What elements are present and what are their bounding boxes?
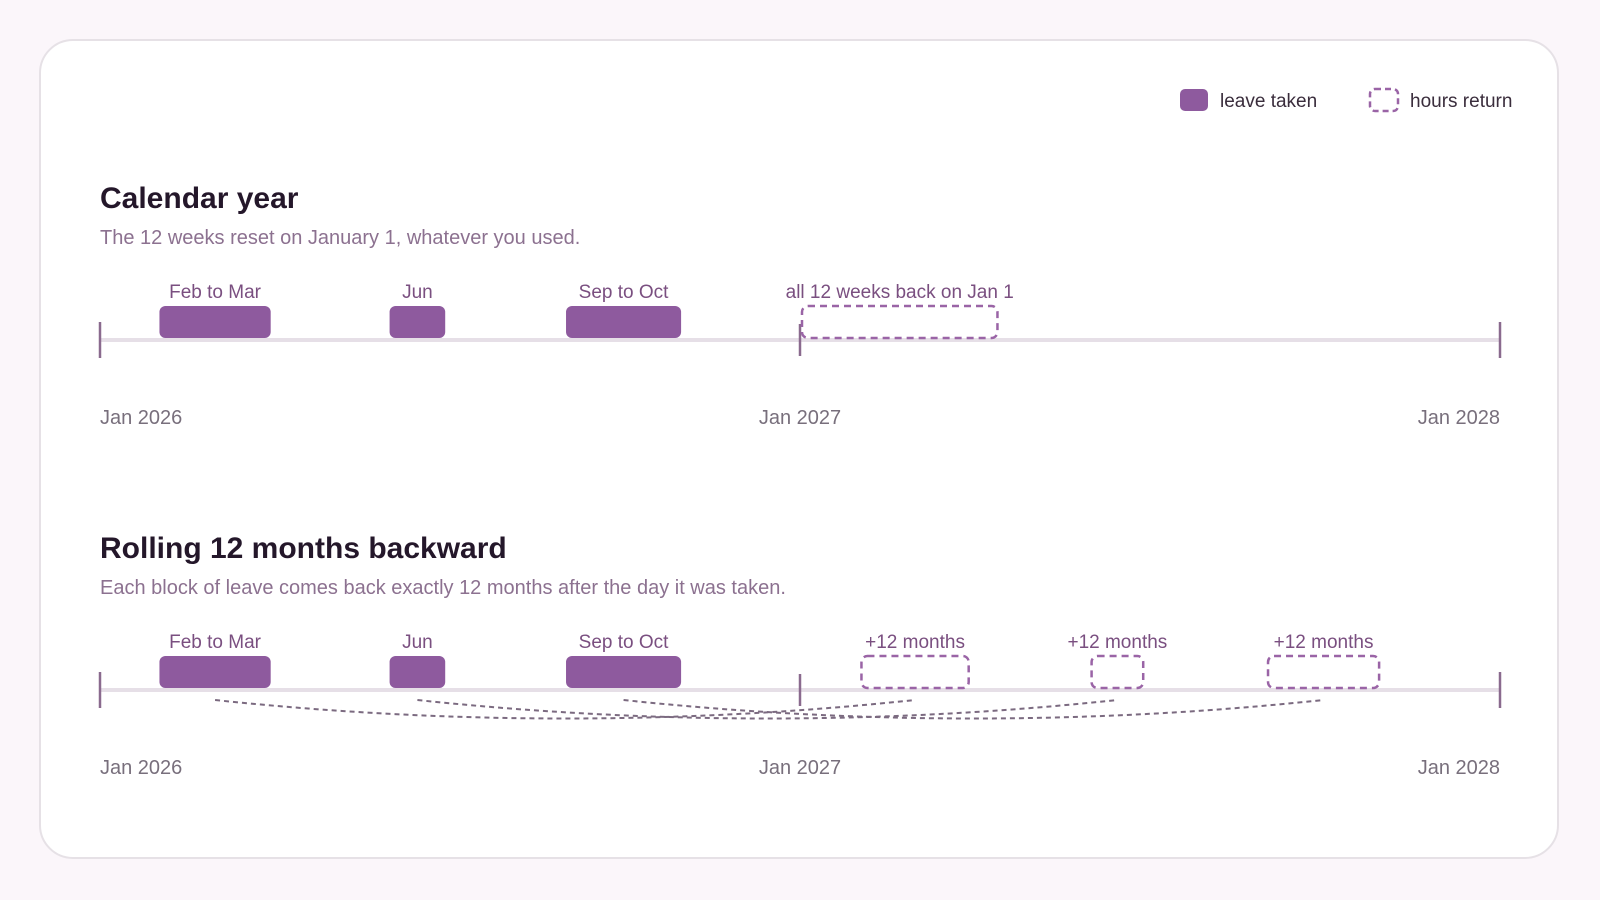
hours-return-block: [1266, 654, 1381, 690]
axis-label: Jan 2027: [759, 407, 841, 429]
panel-rolling-12-months: Rolling 12 months backward Each block of…: [98, 532, 1502, 779]
legend-taken-label: leave taken: [1220, 91, 1317, 112]
hours-return-label: +12 months: [1067, 632, 1167, 653]
leave-taken-block: [566, 656, 682, 688]
axis-label: Jan 2027: [759, 757, 841, 779]
legend: leave taken hours return: [1180, 87, 1512, 113]
leave-taken-block: [389, 656, 446, 688]
hours-return-block: [800, 304, 999, 340]
axis-label: Jan 2028: [1418, 407, 1500, 429]
leave-taken-label: Jun: [402, 282, 433, 303]
leave-taken-block: [566, 306, 682, 338]
leave-taken-block: [159, 656, 271, 688]
leave-taken-label: Jun: [402, 632, 433, 653]
hours-return-block: [1090, 654, 1145, 690]
panel-subtitle: The 12 weeks reset on January 1, whateve…: [100, 227, 580, 249]
panel-title: Rolling 12 months backward: [100, 532, 507, 565]
axis-label: Jan 2026: [100, 407, 182, 429]
panel-title: Calendar year: [100, 182, 299, 215]
legend-taken-swatch: [1180, 89, 1208, 111]
return-connector: [417, 699, 1118, 720]
hours-return-label: +12 months: [865, 632, 965, 653]
legend-return-label: hours return: [1410, 91, 1512, 112]
return-connector: [214, 699, 916, 720]
panel-subtitle: Each block of leave comes back exactly 1…: [100, 577, 786, 599]
leave-taken-label: Sep to Oct: [579, 282, 669, 303]
panel-calendar-year: Calendar year The 12 weeks reset on Janu…: [98, 182, 1502, 429]
panel-timeline: Jan 2026 Jan 2027 Jan 2028 Feb to Mar Jun Sep…: [98, 282, 1502, 429]
axis-label: Jan 2026: [100, 757, 182, 779]
hours-return-label: +12 months: [1274, 632, 1374, 653]
hours-return-block: [860, 654, 970, 690]
legend-return-swatch: [1368, 87, 1400, 113]
diagram-card: [39, 39, 1559, 859]
hours-return-label: all 12 weeks back on Jan 1: [786, 282, 1014, 303]
leave-taken-label: Sep to Oct: [579, 632, 669, 653]
return-connector: [623, 699, 1324, 720]
axis-label: Jan 2028: [1418, 757, 1500, 779]
leave-taken-block: [159, 306, 271, 338]
leave-taken-label: Feb to Mar: [169, 632, 262, 653]
panel-timeline: Jan 2026 Jan 2027 Jan 2028 Feb to Mar Jun Sep…: [98, 632, 1502, 779]
leave-taken-block: [389, 306, 446, 338]
leave-taken-label: Feb to Mar: [169, 282, 262, 303]
